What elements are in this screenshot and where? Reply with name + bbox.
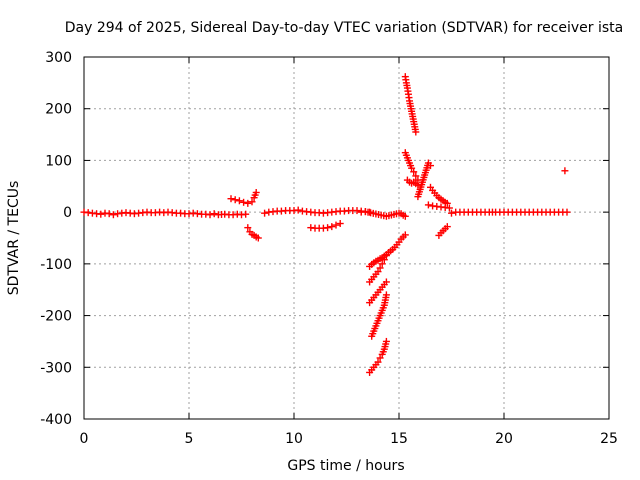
data-point <box>401 212 409 220</box>
data-point <box>240 198 248 206</box>
data-point <box>382 291 390 299</box>
data-point <box>294 206 302 214</box>
data-point <box>412 172 420 180</box>
y-axis-label: SDTVAR / TECUs <box>6 181 22 296</box>
chart-title: Day 294 of 2025, Sidereal Day-to-day VTE… <box>65 20 623 36</box>
data-point <box>443 223 451 231</box>
grid <box>84 57 609 419</box>
data-point <box>424 201 432 209</box>
axis-ticks: 0 5 10 15 20 25 300 200 100 0 -100 -200 -300 -400 <box>40 50 618 447</box>
data-point <box>380 256 388 264</box>
x-tick-label: 25 <box>600 431 618 447</box>
data-point <box>97 210 105 218</box>
data-point <box>328 223 336 231</box>
plot-frame <box>83 56 610 420</box>
y-tick-label: 100 <box>45 153 72 169</box>
y-tick-label: -300 <box>40 360 72 376</box>
data-point <box>382 278 390 286</box>
data-point <box>561 167 569 175</box>
data-point <box>376 264 384 272</box>
data-point <box>332 221 340 229</box>
data-point <box>231 196 239 204</box>
data-point <box>374 358 382 366</box>
data-points <box>80 73 571 376</box>
data-point <box>448 209 455 217</box>
x-tick-label: 10 <box>285 431 303 447</box>
data-point <box>376 354 384 362</box>
y-tick-label: -100 <box>40 257 72 273</box>
data-point <box>210 210 218 218</box>
data-point <box>445 204 453 212</box>
data-point <box>109 211 117 219</box>
data-point <box>254 234 262 242</box>
data-point <box>427 162 434 170</box>
x-tick-label: 20 <box>495 431 513 447</box>
data-point <box>244 199 252 207</box>
data-point <box>261 209 269 217</box>
y-tick-label: -400 <box>40 412 72 428</box>
x-tick-label: 15 <box>390 431 408 447</box>
data-point <box>443 199 451 207</box>
data-point <box>227 195 235 203</box>
y-tick-label: 200 <box>45 102 72 118</box>
data-point <box>242 210 250 218</box>
data-point <box>382 337 390 345</box>
y-tick-label: 0 <box>63 205 72 221</box>
x-tick-label: 5 <box>185 431 194 447</box>
data-point <box>252 188 260 196</box>
data-point <box>374 268 382 276</box>
data-point <box>401 231 409 239</box>
data-point <box>244 224 252 232</box>
data-point <box>248 198 256 206</box>
data-point <box>105 210 113 218</box>
x-tick-label: 0 <box>80 431 89 447</box>
data-point <box>336 220 344 228</box>
data-point <box>378 260 386 268</box>
data-point <box>324 224 332 232</box>
data-point <box>235 197 243 205</box>
data-point <box>563 208 571 216</box>
data-point <box>382 252 390 260</box>
x-axis-label: GPS time / hours <box>287 458 404 474</box>
data-point <box>412 128 420 136</box>
data-point <box>410 168 418 176</box>
y-tick-label: 300 <box>45 50 72 66</box>
data-point <box>206 211 214 219</box>
data-point <box>408 164 416 172</box>
y-tick-label: -200 <box>40 309 72 325</box>
